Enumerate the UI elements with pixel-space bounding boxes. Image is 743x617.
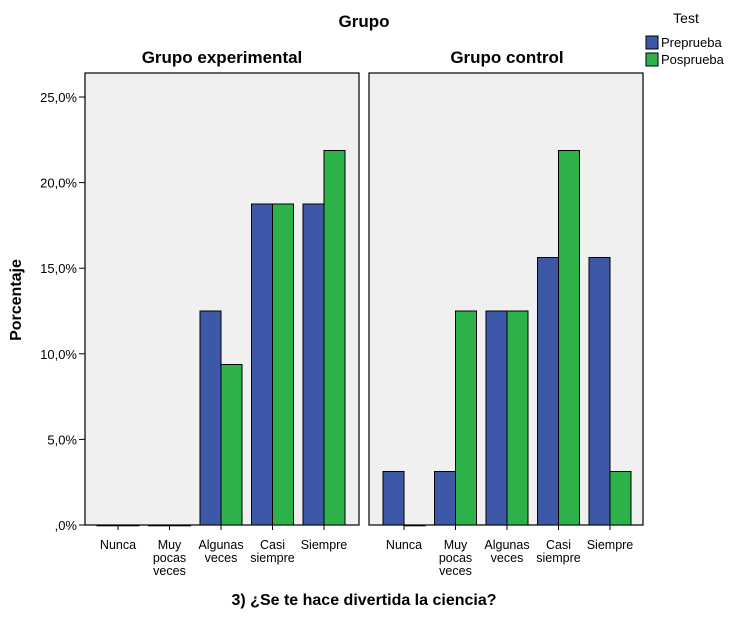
bar-posprueba (506, 310, 529, 526)
x-tick-label: Siempre (587, 538, 634, 552)
panel-title: Grupo experimental (142, 48, 303, 67)
bar-preprueba (148, 524, 170, 527)
legend-swatch-posprueba (645, 52, 659, 67)
bar-preprueba (199, 310, 222, 526)
bar-posprueba (169, 524, 191, 527)
y-tick-label: 20,0% (40, 176, 77, 191)
bar-posprueba (117, 524, 140, 527)
x-tick-label: Nunca (100, 538, 136, 552)
y-axis: ,0% 5,0% 10,0% 15,0% 20,0% 25,0% (40, 73, 86, 533)
bar-posprueba (323, 150, 346, 526)
x-tick-label: Casi siempre (250, 538, 295, 565)
y-tick-label: 25,0% (40, 90, 77, 105)
y-tick-label: 5,0% (47, 432, 77, 447)
bar-preprueba (485, 310, 508, 526)
x-tick-label: Algunas veces (484, 538, 529, 565)
bar-posprueba (455, 310, 477, 526)
bar-posprueba (558, 150, 580, 526)
panels: Grupo experimental Nunca Muy pocas veces Algu… (84, 48, 644, 578)
y-tick-label: 10,0% (40, 347, 77, 362)
y-axis-title: Porcentaje (8, 259, 25, 341)
panel-title: Grupo control (450, 48, 563, 67)
panel-experimental: Grupo experimental Nunca Muy pocas veces Algu… (84, 48, 360, 578)
chart-title: Grupo (339, 12, 390, 31)
bar-preprueba (382, 471, 405, 526)
x-tick-label: Algunas veces (198, 538, 243, 565)
y-tick-label: ,0% (55, 518, 78, 533)
bar-preprueba (588, 257, 611, 526)
x-tick-label: Muy pocas veces (153, 538, 186, 578)
x-tick-label: Nunca (386, 538, 422, 552)
legend-label-posprueba: Posprueba (661, 52, 725, 67)
legend-swatch-preprueba (645, 35, 659, 50)
x-tick-label: Casi siempre (536, 538, 581, 565)
legend-label-preprueba: Preprueba (661, 35, 722, 50)
bar-posprueba (403, 524, 426, 527)
x-tick-label: Muy pocas veces (439, 538, 472, 578)
bar-preprueba (302, 203, 325, 526)
bar-preprueba (96, 524, 119, 527)
bar-preprueba (251, 203, 273, 526)
bar-posprueba (220, 364, 243, 526)
legend-title: Test (673, 10, 699, 26)
panel-control: Grupo control Nunca Muy pocas veces Algunas ve… (368, 48, 644, 578)
x-axis-title: 3) ¿Se te hace divertida la ciencia? (232, 592, 497, 609)
legend: Test Preprueba Posprueba (645, 10, 725, 67)
bar-preprueba (434, 471, 456, 526)
bar-posprueba (272, 203, 294, 526)
y-tick-label: 15,0% (40, 261, 77, 276)
bar-posprueba (609, 471, 632, 526)
bar-preprueba (537, 257, 559, 526)
x-tick-label: Siempre (301, 538, 348, 552)
